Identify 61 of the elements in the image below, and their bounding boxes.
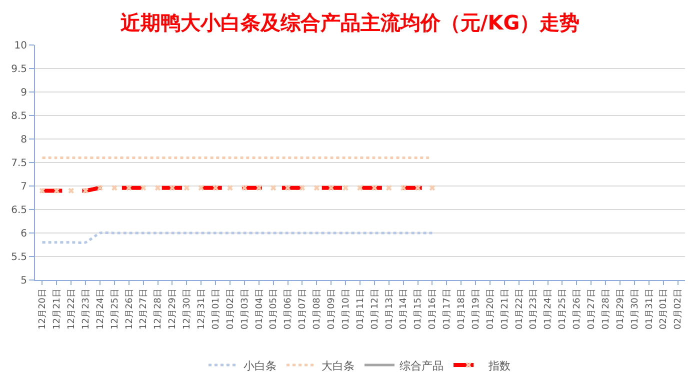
x-tick-label: 12月27日 [139,288,150,330]
chart-title: 近期鸭大小白条及综合产品主流均价（元/KG）走势 [119,10,580,35]
x-tick-label: 12月29日 [168,288,178,330]
x-tick-label: 12月20日 [38,288,48,330]
y-tick-label: 7 [20,182,27,192]
x-tick-label: 01月13日 [384,288,395,330]
x-tick-label: 01月08日 [312,288,323,330]
x-tick-label: 01月20日 [486,288,496,330]
x-tick-label: 01月14日 [399,288,410,330]
x-tick-label: 01月02日 [226,288,236,330]
x-tick-label: 01月25日 [558,288,568,330]
x-tick-label: 12月21日 [52,288,63,330]
x-tick-label: 12月28日 [154,288,164,330]
x-tick-label: 01月28日 [601,288,612,330]
x-tick-label: 12月24日 [96,288,106,330]
x-tick-label: 01月16日 [428,288,438,330]
x-tick-label: 01月22日 [514,288,525,330]
x-tick-label: 12月31日 [197,288,208,330]
x-tick-label: 01月26日 [572,288,583,330]
x-tick-label: 12月30日 [182,288,193,330]
y-tick-label: 10 [14,40,27,52]
x-tick-label: 12月26日 [124,288,135,330]
x-tick-label: 02月01日 [659,288,670,330]
legend-label: 综合产品 [400,359,444,372]
y-tick-label: 9.5 [11,64,27,75]
x-tick-label: 01月01日 [211,288,222,330]
y-tick-label: 5 [20,276,27,286]
x-tick-label: 01月12日 [370,288,380,330]
x-tick-label: 01月15日 [414,288,424,330]
x-tick-label: 01月27日 [587,288,598,330]
x-tick-label: 01月04日 [254,288,265,330]
y-tick-label: 7.5 [11,158,27,169]
x-tick-label: 01月09日 [327,288,338,330]
x-tick-label: 01月03日 [240,288,250,330]
y-tick-label: 8.5 [11,111,27,122]
x-tick-label: 01月18日 [457,288,468,330]
legend-label: 指数 [488,359,510,372]
legend-label: 小白条 [244,359,276,372]
x-tick-label: 01月21日 [500,288,510,330]
y-tick-label: 6 [20,228,27,240]
x-tick-label: 12月22日 [67,288,78,330]
x-tick-label: 01月06日 [284,288,294,330]
x-tick-label: 01月07日 [298,288,308,330]
y-tick-label: 5.5 [11,252,27,263]
x-tick-label: 01月30日 [630,288,640,330]
y-tick-label: 9 [20,88,27,98]
x-tick-label: 01月17日 [442,288,453,330]
y-tick-label: 6.5 [11,205,27,216]
x-tick-label: 01月10日 [341,288,352,330]
x-tick-label: 01月11日 [356,288,366,330]
x-tick-label: 02月02日 [674,288,684,330]
x-tick-label: 01月19日 [471,288,482,330]
x-tick-label: 12月25日 [110,288,120,330]
x-tick-label: 01月31日 [644,288,655,330]
x-tick-label: 12月23日 [81,288,92,330]
x-tick-label: 01月05日 [269,288,280,330]
y-tick-label: 8 [20,134,27,146]
x-tick-label: 01月23日 [529,288,540,330]
x-tick-label: 01月29日 [616,288,626,330]
legend-label: 大白条 [322,359,354,372]
x-tick-label: 01月24日 [544,288,554,330]
